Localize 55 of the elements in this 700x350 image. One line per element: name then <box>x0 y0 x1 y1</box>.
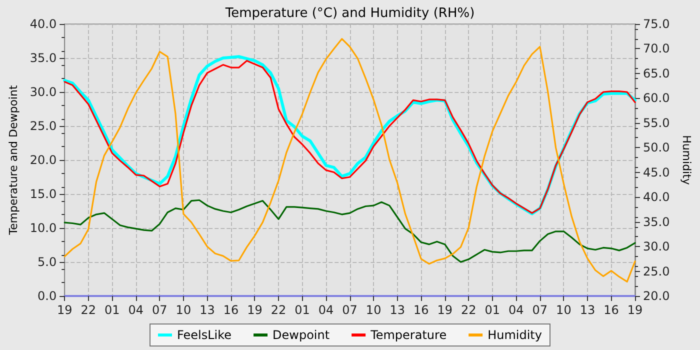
y2-tick-label: 50.0 <box>643 140 670 155</box>
y2-tick-label: 75.0 <box>643 17 670 31</box>
x-tick-label: 04 <box>318 303 334 317</box>
legend-label: Temperature <box>370 328 447 342</box>
x-tick-label: 19 <box>56 303 72 317</box>
y2-tick-label: 45.0 <box>643 165 670 180</box>
y2-tick-label: 55.0 <box>643 116 670 130</box>
line-series <box>64 38 636 282</box>
x-tick-label: 10 <box>366 303 382 317</box>
y-tick-label: 40.0 <box>30 17 57 31</box>
y2-tick-label: 70.0 <box>643 42 670 56</box>
y2-tick-label: 25.0 <box>643 264 670 278</box>
x-tick-label: 19 <box>627 303 643 317</box>
y-axis-title: Temperature and Dewpoint <box>7 84 20 236</box>
y-tick-label: 25.0 <box>30 119 57 133</box>
x-tick-label: 22 <box>461 303 476 317</box>
x-tick-label: 04 <box>508 303 524 317</box>
x-tick-label: 10 <box>176 303 192 317</box>
x-tick-label: 07 <box>532 303 548 317</box>
y-tick-label: 10.0 <box>30 221 57 235</box>
x-tick-label: 01 <box>294 303 310 317</box>
y2-tick-label: 40.0 <box>643 190 670 204</box>
y2-tick-label: 20.0 <box>643 289 670 303</box>
x-tick-label: 19 <box>437 303 453 317</box>
x-tick-label: 16 <box>413 303 429 317</box>
legend-label: FeelsLike <box>177 328 232 342</box>
y-tick-label: 20.0 <box>30 153 57 167</box>
x-tick-label: 07 <box>152 303 168 317</box>
y2-tick-label: 65.0 <box>643 66 670 80</box>
x-tick-label: 16 <box>604 303 619 317</box>
legend-label: Dewpoint <box>272 328 330 342</box>
chart-title: Temperature (°C) and Humidity (RH%) <box>224 6 475 21</box>
x-tick-label: 13 <box>580 303 596 317</box>
x-tick-label: 22 <box>270 303 286 317</box>
y-tick-label: 30.0 <box>30 85 57 99</box>
x-tick-label: 04 <box>128 303 144 317</box>
y-tick-label: 35.0 <box>30 51 57 65</box>
y-tick-label: 0.0 <box>38 289 57 303</box>
y2-tick-label: 60.0 <box>643 91 670 106</box>
x-tick-label: 10 <box>556 303 572 317</box>
x-tick-label: 07 <box>342 303 358 317</box>
y2-tick-label: 35.0 <box>643 214 670 229</box>
y-tick-label: 15.0 <box>30 187 57 201</box>
x-tick-label: 16 <box>223 303 239 317</box>
x-tick-label: 01 <box>104 303 120 317</box>
x-tick-label: 19 <box>247 303 262 317</box>
x-tick-label: 01 <box>484 303 500 317</box>
x-tick-label: 13 <box>390 303 405 317</box>
y2-tick-label: 30.0 <box>643 240 670 254</box>
y-tick-label: 5.0 <box>38 255 57 269</box>
legend-label: Humidity <box>488 328 542 342</box>
x-tick-label: 13 <box>200 303 215 317</box>
line-series <box>64 199 636 263</box>
x-tick-label: 22 <box>80 303 96 317</box>
y2-axis-title: Humidity <box>680 135 693 186</box>
